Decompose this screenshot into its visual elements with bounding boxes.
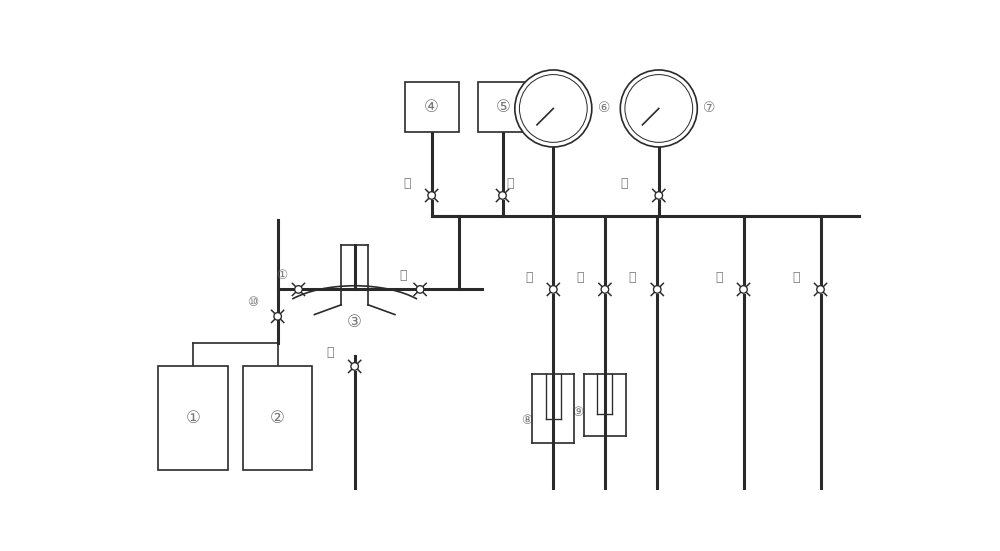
Text: ⑳: ⑳ xyxy=(715,272,723,284)
Circle shape xyxy=(428,192,435,199)
Circle shape xyxy=(515,70,592,147)
Text: ⑲: ⑲ xyxy=(629,272,636,284)
Text: ⑨: ⑨ xyxy=(572,406,584,419)
Text: ⑥: ⑥ xyxy=(598,101,610,116)
Circle shape xyxy=(274,312,281,320)
Text: ㉑: ㉑ xyxy=(792,272,800,284)
Circle shape xyxy=(601,285,609,293)
Text: ⑭: ⑭ xyxy=(403,177,411,191)
Text: ⑮: ⑮ xyxy=(506,177,514,191)
Bar xyxy=(158,366,228,471)
Text: ①: ① xyxy=(186,409,200,428)
Bar xyxy=(243,366,312,471)
Circle shape xyxy=(655,192,663,199)
Text: ②: ② xyxy=(270,409,285,428)
Circle shape xyxy=(499,192,506,199)
Circle shape xyxy=(740,285,747,293)
Text: ⑫: ⑫ xyxy=(326,346,334,359)
Text: ⑧: ⑧ xyxy=(521,414,532,427)
Text: ⑤: ⑤ xyxy=(495,98,510,116)
Text: ⑰: ⑰ xyxy=(577,272,584,284)
Text: ⑩: ⑩ xyxy=(247,296,259,309)
Circle shape xyxy=(653,285,661,293)
Circle shape xyxy=(817,285,824,293)
Text: ③: ③ xyxy=(347,313,362,331)
Text: ⑬: ⑬ xyxy=(399,269,407,282)
Circle shape xyxy=(295,285,302,293)
Text: ④: ④ xyxy=(424,98,439,116)
Text: ⑱: ⑱ xyxy=(620,177,628,191)
Text: ①: ① xyxy=(276,269,287,282)
Circle shape xyxy=(550,285,557,293)
Text: ⑦: ⑦ xyxy=(703,101,716,116)
Bar xyxy=(405,82,459,132)
Circle shape xyxy=(351,363,358,370)
Bar xyxy=(478,82,528,132)
Text: ⑯: ⑯ xyxy=(525,272,532,284)
Circle shape xyxy=(620,70,697,147)
Circle shape xyxy=(416,285,424,293)
